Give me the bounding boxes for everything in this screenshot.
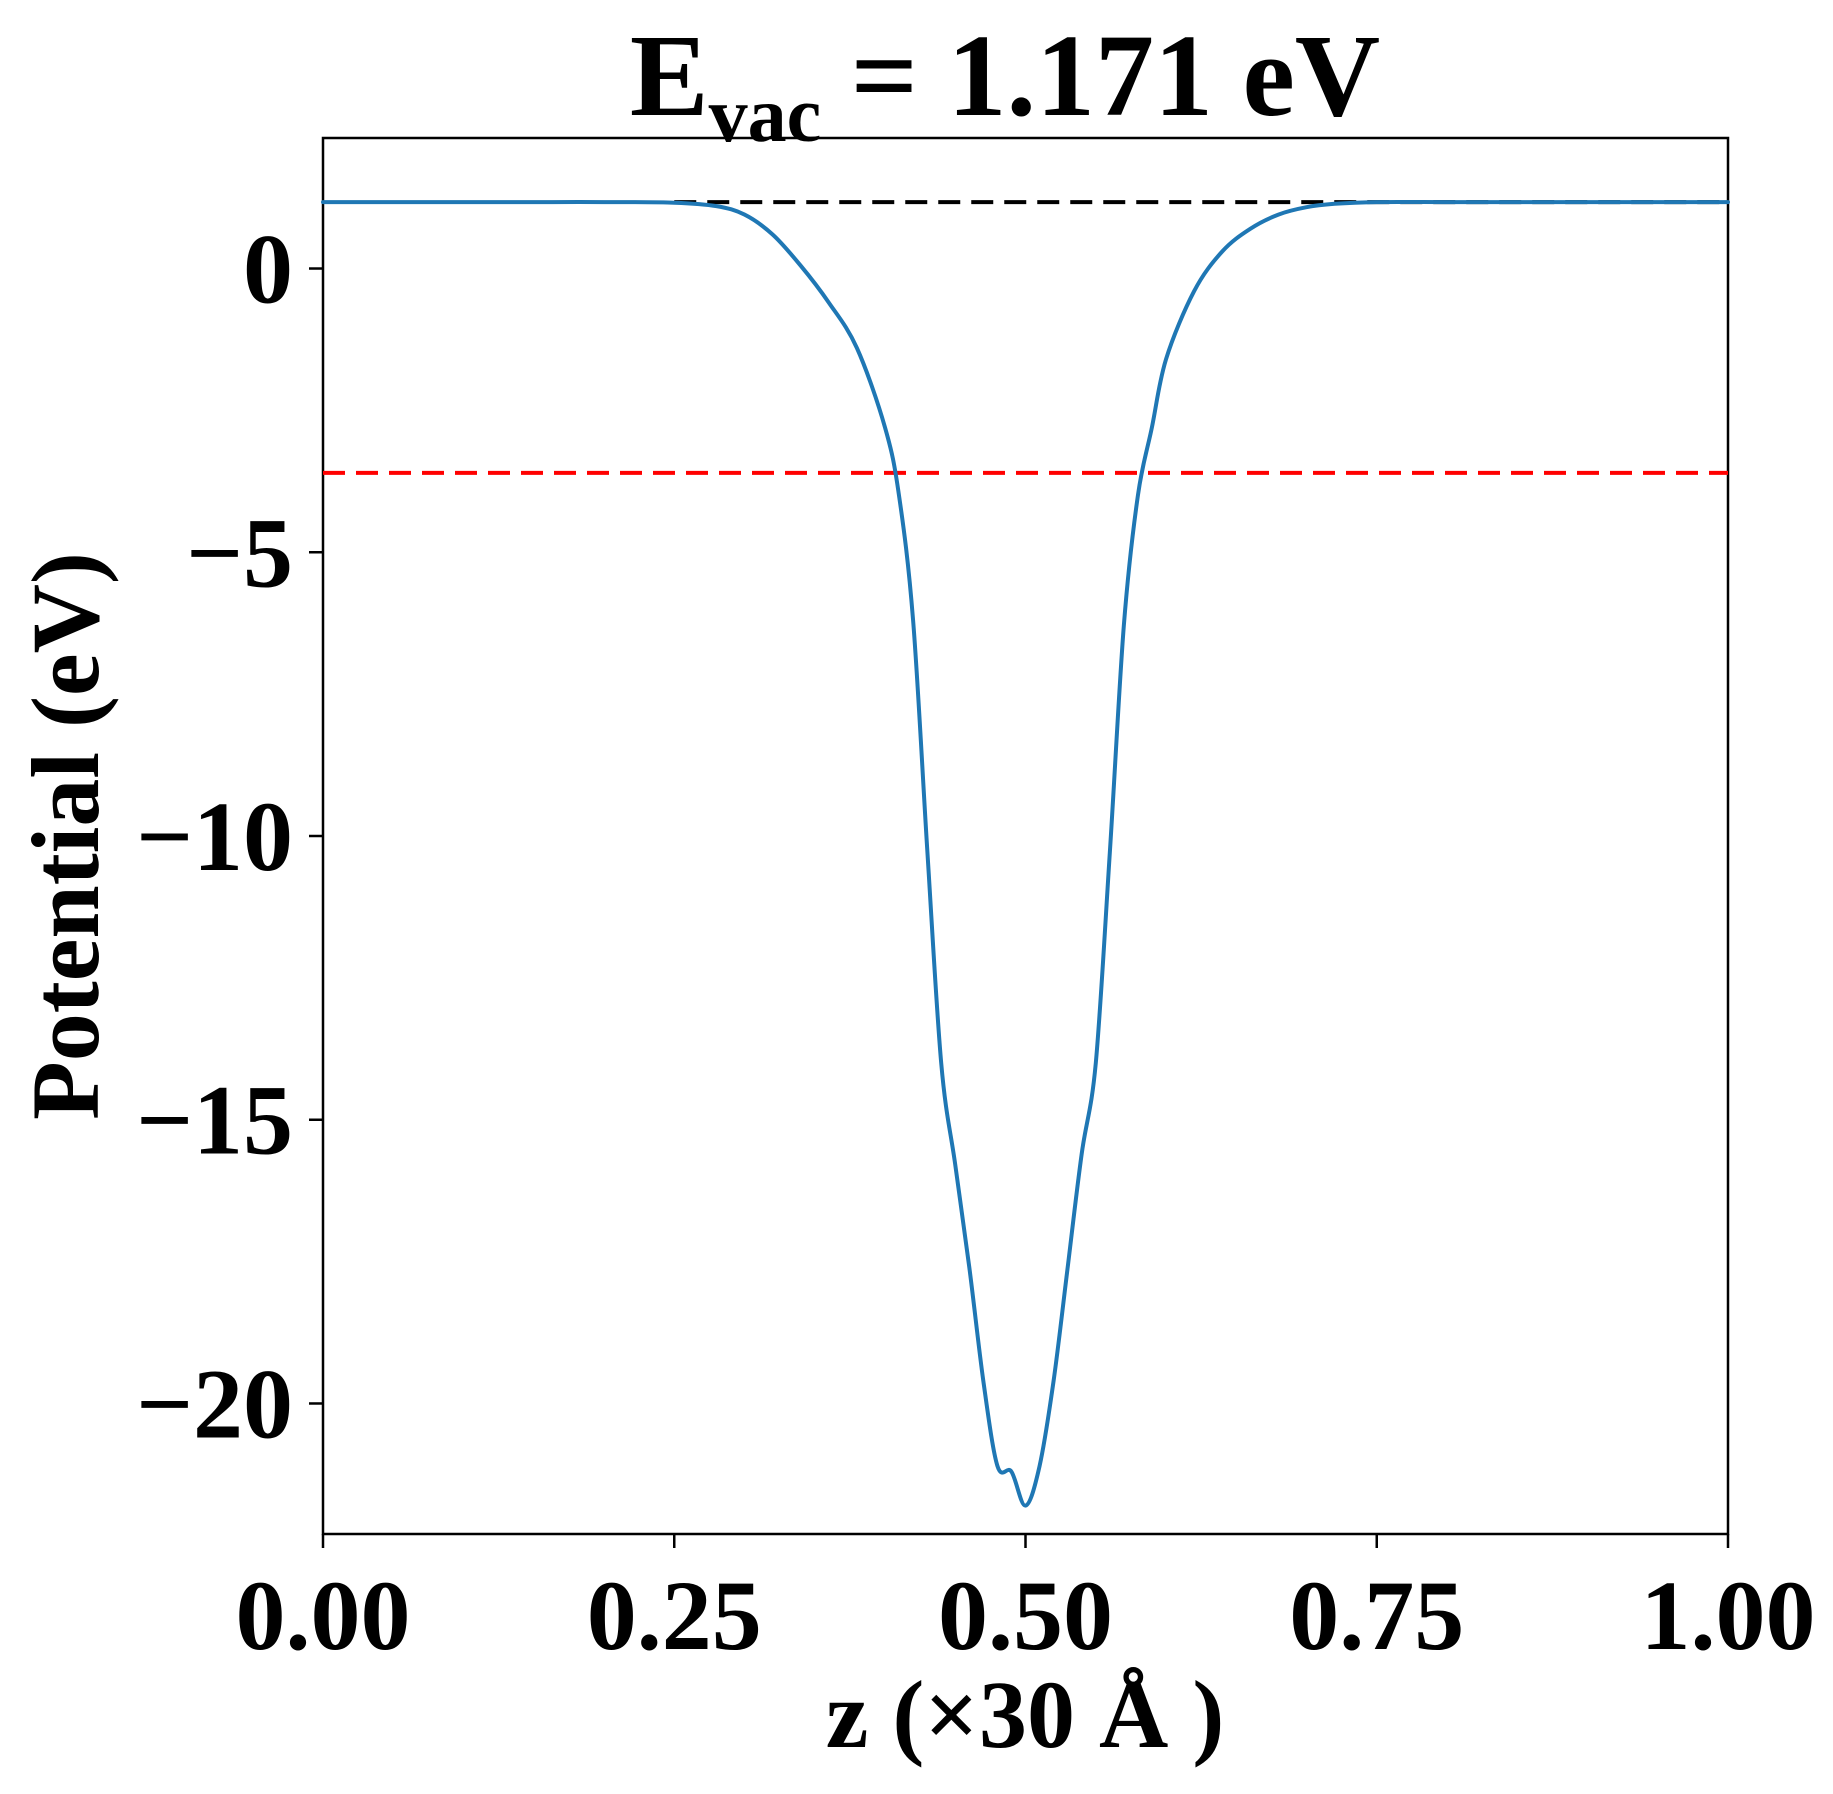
x-tick-label: 0.00 [236, 1560, 411, 1671]
x-tick-label: 0.75 [1289, 1560, 1464, 1671]
chart-title-subscript: vac [709, 71, 822, 158]
x-tick-label: 0.50 [938, 1560, 1113, 1671]
x-axis-ticks: 0.00 0.25 0.50 0.75 1.00 [236, 1534, 1816, 1671]
chart-title-main: E [630, 10, 709, 141]
chart-title: Evac = 1.171 eV [630, 10, 1380, 158]
y-axis-ticks: 0 −5 −10 −15 −20 [136, 214, 323, 1459]
reference-lines [323, 200, 1728, 475]
y-tick-label: −20 [136, 1348, 293, 1459]
y-tick-label: 0 [243, 214, 293, 325]
y-tick-label: −15 [136, 1065, 293, 1176]
y-tick-label: −5 [186, 497, 293, 608]
y-axis-title: Potential (eV) [12, 552, 119, 1120]
x-tick-label: 1.00 [1641, 1560, 1816, 1671]
y-tick-label: −10 [136, 781, 293, 892]
plot-frame [321, 136, 1730, 1536]
chart-title-rest: = 1.171 eV [821, 10, 1380, 141]
series-line-0 [321, 199, 1730, 1508]
x-axis-title: z (×30 Å ) [826, 1661, 1225, 1768]
series-layer [321, 199, 1730, 1508]
x-tick-label: 0.25 [587, 1560, 762, 1671]
